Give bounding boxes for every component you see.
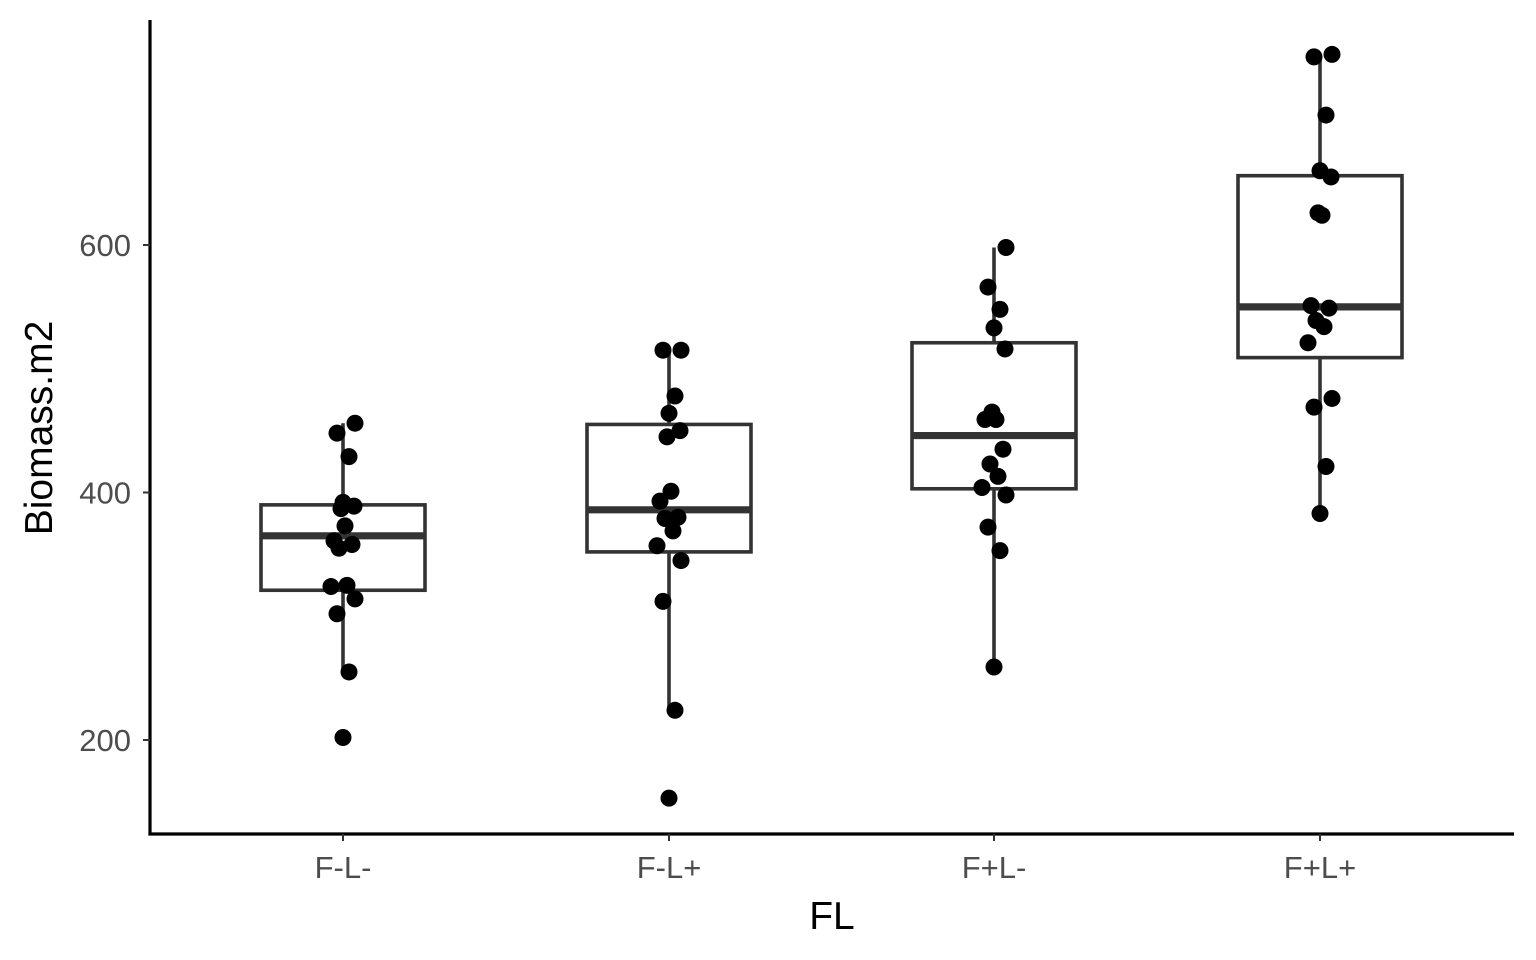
data-point: [973, 479, 991, 497]
data-point: [346, 414, 364, 432]
data-point: [666, 387, 684, 405]
x-tick-label: F+L-: [962, 850, 1027, 885]
data-point: [997, 238, 1015, 256]
data-point: [672, 341, 690, 359]
y-tick-label: 200: [79, 723, 131, 758]
data-point: [985, 658, 1003, 676]
box-F+L+: [1236, 56, 1404, 514]
data-point: [989, 467, 1007, 485]
data-point: [1307, 311, 1325, 329]
boxes-layer: [259, 56, 1404, 711]
data-point: [1311, 505, 1329, 523]
data-point: [1309, 204, 1327, 222]
data-point: [994, 440, 1012, 458]
data-point: [672, 552, 690, 570]
data-point: [983, 403, 1001, 421]
data-point: [658, 428, 676, 446]
data-point: [662, 482, 680, 500]
data-point: [664, 522, 682, 540]
data-point: [648, 537, 666, 555]
data-point: [660, 789, 678, 807]
data-point: [1323, 45, 1341, 63]
y-ticks: 200 400 600: [79, 228, 150, 758]
x-tick-label: F+L+: [1284, 850, 1356, 885]
data-point: [1305, 398, 1323, 416]
x-ticks: F-L- F-L+ F+L- F+L+: [315, 834, 1356, 885]
data-point: [336, 517, 354, 535]
data-point: [1320, 299, 1338, 317]
data-point: [1317, 458, 1335, 476]
data-point: [1317, 106, 1335, 124]
data-point: [666, 701, 684, 719]
x-tick-label: F-L+: [637, 850, 702, 885]
data-point: [343, 535, 361, 553]
data-point: [1302, 297, 1320, 315]
data-point: [1305, 48, 1323, 66]
data-point: [991, 542, 1009, 560]
data-point: [325, 532, 343, 550]
data-point: [660, 404, 678, 422]
data-point: [997, 486, 1015, 504]
data-point: [1323, 389, 1341, 407]
data-point: [340, 663, 358, 681]
data-point: [656, 509, 674, 527]
data-point: [334, 493, 352, 511]
data-point: [338, 576, 356, 594]
data-point: [346, 590, 364, 608]
x-tick-label: F-L-: [315, 850, 372, 885]
data-point: [654, 341, 672, 359]
data-point: [996, 340, 1014, 358]
data-point: [651, 492, 669, 510]
y-axis-title: Biomass.m2: [18, 321, 61, 536]
data-point: [669, 508, 687, 526]
data-point: [1299, 334, 1317, 352]
x-axis-title: FL: [809, 895, 855, 938]
data-point: [979, 518, 997, 536]
data-point: [322, 578, 340, 596]
data-point: [654, 592, 672, 610]
data-point: [981, 455, 999, 473]
data-point: [328, 424, 346, 442]
data-point: [991, 300, 1009, 318]
y-tick-label: 600: [79, 228, 131, 263]
points-layer: [322, 45, 1341, 807]
data-point: [340, 448, 358, 466]
data-point: [1311, 162, 1329, 180]
data-point: [671, 422, 689, 440]
y-tick-label: 400: [79, 476, 131, 511]
data-point: [334, 729, 352, 747]
data-point: [328, 605, 346, 623]
data-point: [979, 278, 997, 296]
data-point: [985, 319, 1003, 337]
